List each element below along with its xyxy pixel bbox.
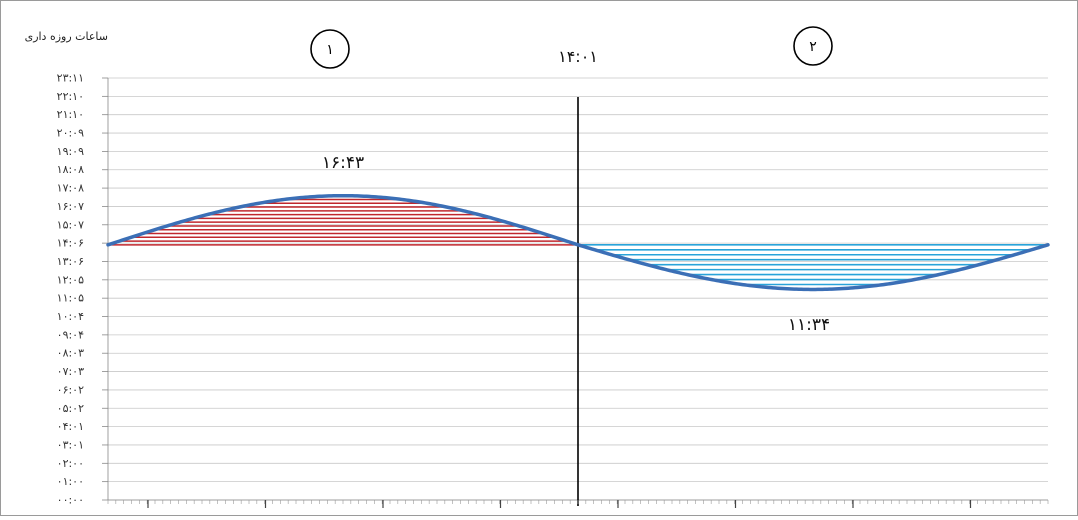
section-1-fill bbox=[108, 198, 578, 246]
section-2-fill bbox=[578, 244, 1048, 286]
y-tick-label: ۲۱:۱۰ bbox=[57, 108, 84, 121]
y-tick-label: ۲۳:۱۱ bbox=[57, 72, 84, 85]
y-tick-label: ۰۶:۰۲ bbox=[57, 383, 84, 396]
y-tick-label: ۰۷:۰۳ bbox=[57, 365, 84, 378]
section-2-number: ۲ bbox=[809, 39, 817, 55]
section-1-circle bbox=[310, 29, 350, 69]
peak-label: ۱۶:۴۳ bbox=[322, 153, 364, 173]
y-tick-label: ۰۵:۰۲ bbox=[57, 402, 84, 415]
y-tick-label: ۰۸:۰۳ bbox=[57, 347, 84, 360]
y-tick-label: ۱۱:۰۵ bbox=[57, 292, 84, 305]
y-tick-label: ۰۱:۰۰ bbox=[57, 475, 84, 488]
y-tick-label: ۱۶:۰۷ bbox=[57, 200, 84, 213]
section-1-number: ۱ bbox=[326, 42, 334, 58]
y-tick-label: ۰۴:۰۱ bbox=[57, 420, 84, 433]
fasting-curve bbox=[106, 193, 1050, 292]
y-tick-label: ۱۸:۰۸ bbox=[57, 163, 84, 176]
y-tick-label: ۱۵:۰۷ bbox=[57, 218, 84, 231]
y-tick-label: ۰۲:۰۰ bbox=[57, 457, 84, 470]
y-tick-label: ۰۰:۰۰ bbox=[57, 494, 84, 507]
y-tick-label: ۱۴:۰۶ bbox=[57, 237, 84, 250]
y-axis-ticks: ۰۰:۰۰ ۰۱:۰۰ ۰۲:۰۰ ۰۳:۰۱ ۰۴:۰۱ ۰۵:۰۲ ۰۶:۰۲ ۰۷:۰۳… bbox=[57, 72, 108, 507]
trough-label: ۱۱:۳۴ bbox=[788, 315, 830, 335]
section-2-circle bbox=[793, 26, 833, 66]
y-tick-label: ۰۹:۰۴ bbox=[57, 328, 84, 341]
y-tick-label: ۰۳:۰۱ bbox=[57, 438, 84, 451]
mean-label: ۱۴:۰۱ bbox=[558, 47, 598, 66]
y-tick-label: ۲۲:۱۰ bbox=[57, 90, 84, 103]
y-tick-label: ۱۲:۰۵ bbox=[57, 273, 84, 286]
y-tick-label: ۱۹:۰۹ bbox=[57, 145, 84, 158]
y-tick-label: ۱۷:۰۸ bbox=[57, 182, 84, 195]
y-tick-label: ۱۰:۰۴ bbox=[57, 310, 84, 323]
y-tick-label: ۱۳:۰۶ bbox=[57, 255, 84, 268]
y-axis-label: ساعات روزه داری bbox=[25, 30, 108, 43]
y-tick-label: ۲۰:۰۹ bbox=[57, 127, 84, 140]
x-axis-minor-ticks bbox=[107, 500, 1049, 508]
